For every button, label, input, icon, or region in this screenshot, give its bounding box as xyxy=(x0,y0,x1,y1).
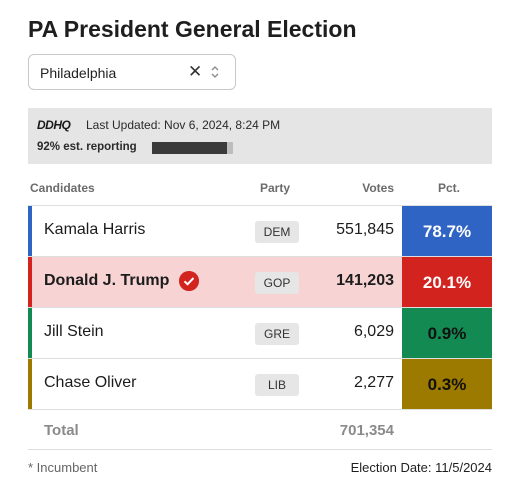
candidate-name: Kamala Harris xyxy=(44,221,146,238)
vote-count: 6,029 xyxy=(353,323,394,340)
vote-percentage: 20.1% xyxy=(402,257,492,307)
incumbent-note: * Incumbent xyxy=(28,460,98,475)
reporting-progress-bar xyxy=(152,142,233,154)
ddhq-logo: DDHQ xyxy=(37,118,71,132)
page-title: PA President General Election xyxy=(28,16,357,42)
vote-percentage: 0.9% xyxy=(402,308,492,358)
party-badge: GOP xyxy=(255,272,299,294)
last-updated-text: Last Updated: Nov 6, 2024, 8:24 PM xyxy=(86,118,281,132)
total-row: Total 701,354 xyxy=(28,409,492,450)
vote-percentage: 0.3% xyxy=(402,359,492,409)
header-votes: Votes xyxy=(362,181,394,195)
winner-check-icon xyxy=(179,271,199,291)
vote-count: 2,277 xyxy=(353,374,394,391)
total-votes: 701,354 xyxy=(339,422,394,439)
reporting-status-panel: DDHQ Last Updated: Nov 6, 2024, 8:24 PM … xyxy=(28,108,492,164)
party-color-stripe xyxy=(28,308,32,358)
candidate-row: Donald J. Trump GOP 141,203 20.1% xyxy=(28,256,492,307)
chevron-up-down-icon[interactable] xyxy=(210,63,220,81)
party-badge: LIB xyxy=(255,374,299,396)
candidate-name: Chase Oliver xyxy=(44,374,137,391)
vote-count: 551,845 xyxy=(336,221,394,238)
reporting-progress-fill xyxy=(152,142,227,154)
party-color-stripe xyxy=(28,206,32,256)
vote-count: 141,203 xyxy=(336,272,394,289)
candidate-name: Donald J. Trump xyxy=(44,272,170,289)
header-party: Party xyxy=(260,181,291,195)
party-badge: GRE xyxy=(255,323,299,345)
candidate-name: Jill Stein xyxy=(44,323,104,340)
party-badge: DEM xyxy=(255,221,299,243)
candidate-row: Kamala Harris DEM 551,845 78.7% xyxy=(28,205,492,256)
election-date: Election Date: 11/5/2024 xyxy=(350,460,492,475)
total-label: Total xyxy=(44,422,79,439)
party-color-stripe xyxy=(28,359,32,409)
location-select-value: Philadelphia xyxy=(40,65,117,81)
vote-percentage: 78.7% xyxy=(402,206,492,256)
party-color-stripe xyxy=(28,257,32,307)
candidate-row: Jill Stein GRE 6,029 0.9% xyxy=(28,307,492,358)
reporting-text: 92% est. reporting xyxy=(37,141,137,153)
results-table-header: Candidates Party Votes Pct. xyxy=(28,180,492,202)
header-candidates: Candidates xyxy=(30,181,95,195)
location-select[interactable]: Philadelphia ✕ xyxy=(28,54,236,90)
candidate-row: Chase Oliver LIB 2,277 0.3% xyxy=(28,358,492,409)
close-icon[interactable]: ✕ xyxy=(188,62,203,81)
header-pct: Pct. xyxy=(437,181,460,195)
